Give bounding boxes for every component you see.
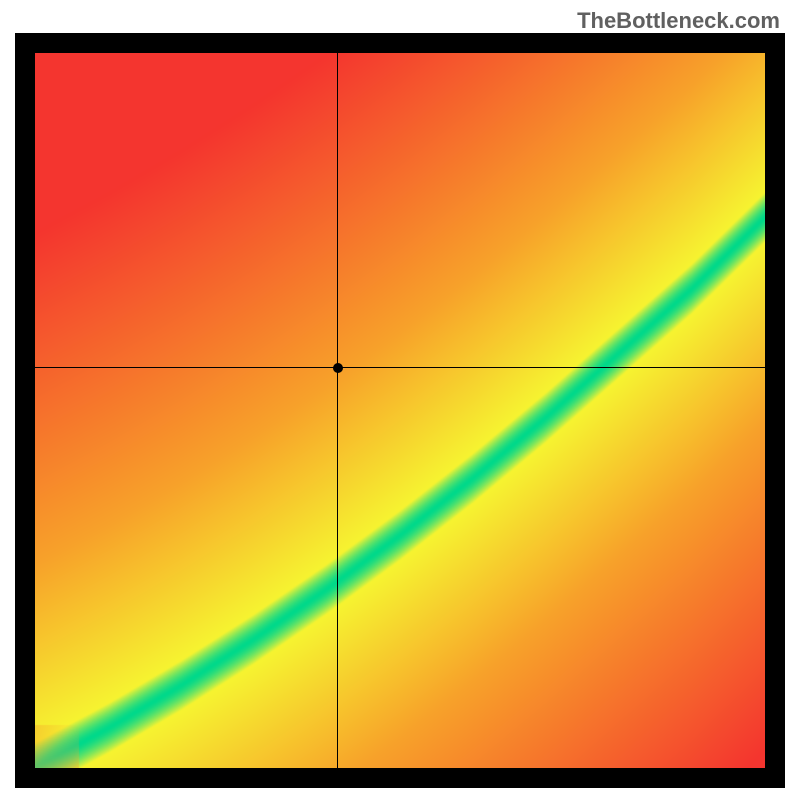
chart-container: TheBottleneck.com	[0, 0, 800, 800]
marker-dot	[333, 363, 343, 373]
watermark-text: TheBottleneck.com	[577, 8, 780, 34]
crosshair-vertical	[337, 53, 338, 768]
crosshair-horizontal	[35, 367, 765, 368]
heatmap-canvas	[35, 53, 765, 768]
